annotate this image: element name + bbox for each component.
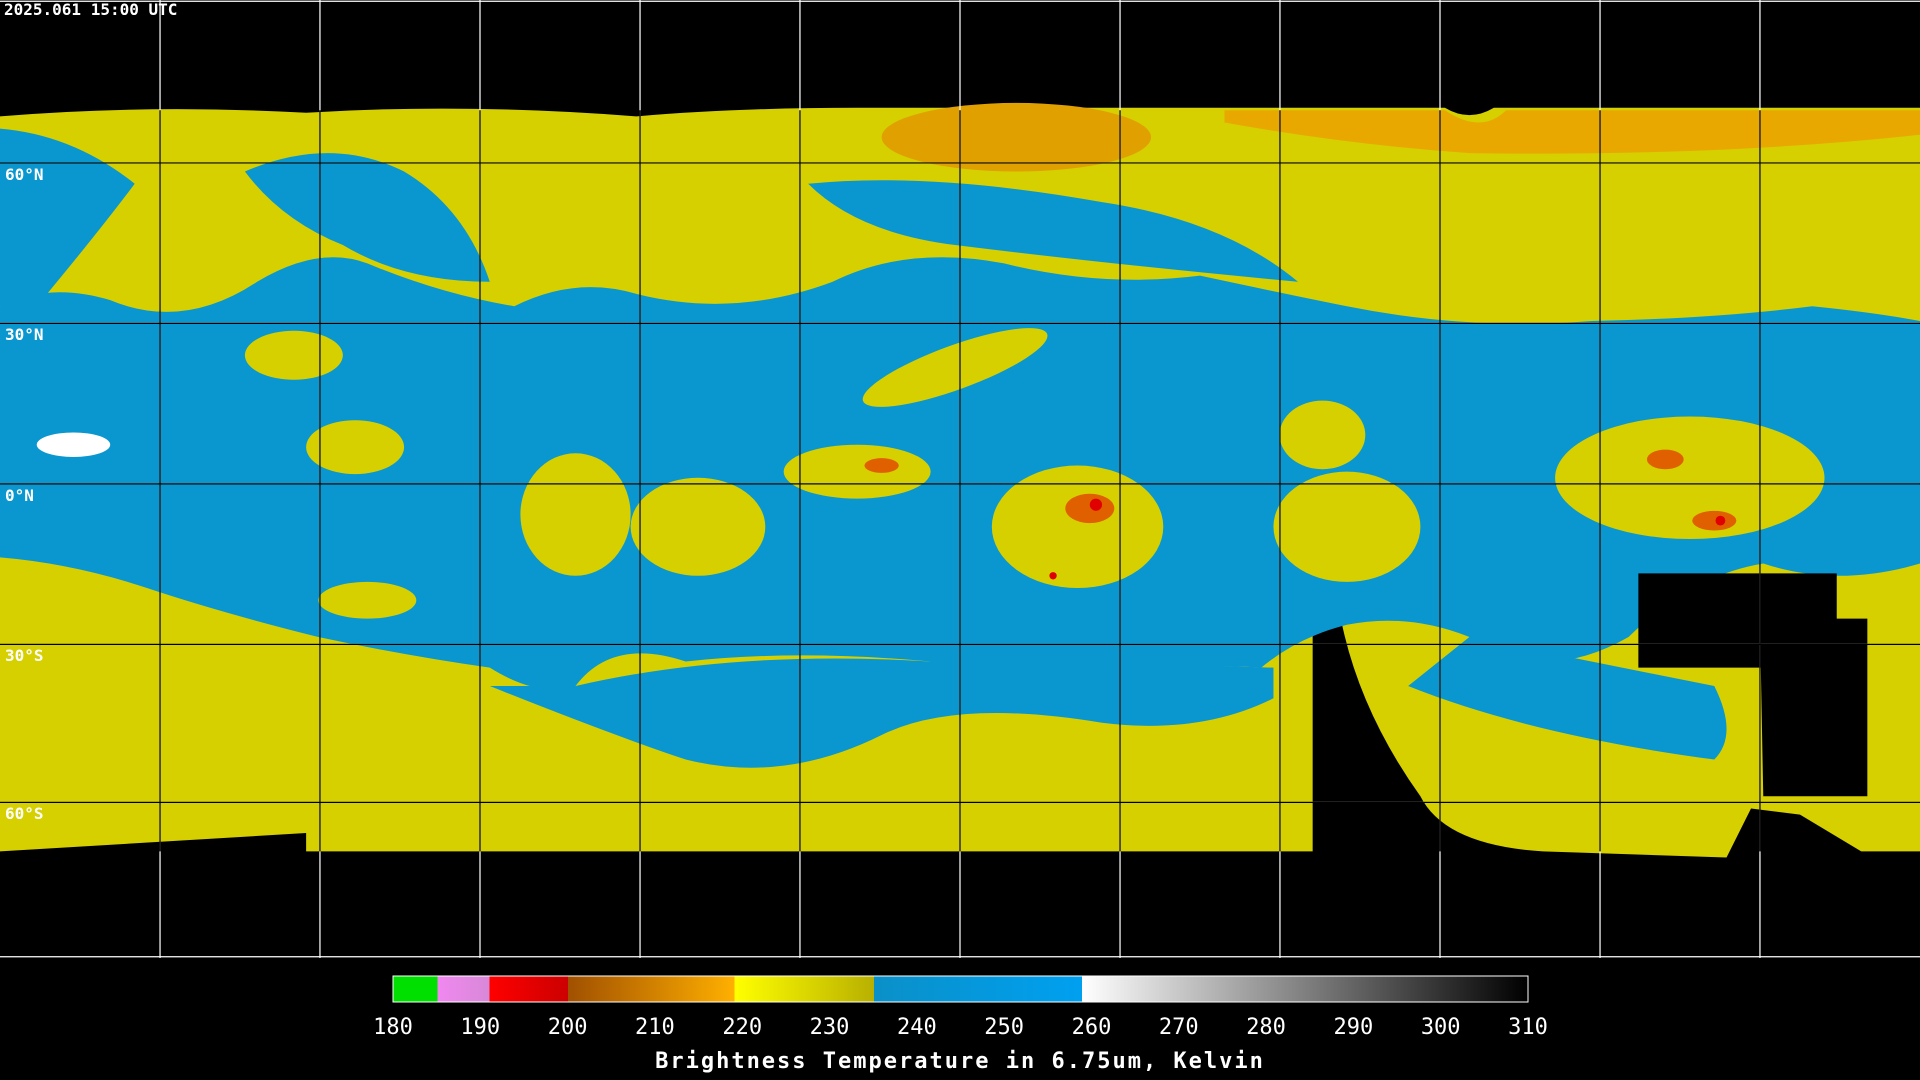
colorbar-tick-label: 260 <box>1072 1015 1112 1040</box>
colorbar-tick-label: 200 <box>548 1015 588 1040</box>
colorbar-tick-label: 280 <box>1246 1015 1286 1040</box>
colorbar-tick-label: 230 <box>810 1015 850 1040</box>
lat-label: 30°N <box>5 325 44 345</box>
satellite-map <box>0 0 1920 958</box>
colorbar: Brightness Temperature in 6.75um, Kelvin… <box>373 975 1548 1074</box>
colorbar-tick-label: 300 <box>1421 1015 1461 1040</box>
coldest-tops <box>1049 498 1726 580</box>
lat-label: 60°N <box>5 164 44 184</box>
dry-patch <box>808 180 1298 282</box>
color-scale <box>392 975 1529 1003</box>
lat-label: 0°N <box>5 485 34 505</box>
colorbar-tick-label: 240 <box>897 1015 937 1040</box>
colorbar-tick-label: 250 <box>984 1015 1024 1040</box>
no-data <box>1638 573 1868 797</box>
colorbar-tick-label: 220 <box>722 1015 762 1040</box>
colorbar-tick-label: 190 <box>460 1015 500 1040</box>
cold-tops <box>864 449 1737 531</box>
colorbar-tick-label: 180 <box>373 1015 413 1040</box>
no-data-white <box>36 432 111 457</box>
colorbar-tick-label: 310 <box>1508 1015 1548 1040</box>
timestamp: 2025.061 15:00 UTC <box>4 0 178 19</box>
lat-label: 60°S <box>5 804 44 824</box>
cold-region <box>1224 110 1920 154</box>
graticule-dark <box>0 110 1920 852</box>
colorbar-tick-label: 210 <box>635 1015 675 1040</box>
cold-region <box>881 102 1152 172</box>
colorbar-tick-label: 270 <box>1159 1015 1199 1040</box>
lat-label: 30°S <box>5 646 44 666</box>
colorbar-tick-label: 290 <box>1334 1015 1374 1040</box>
colorbar-title: Brightness Temperature in 6.75um, Kelvin <box>655 1049 1265 1074</box>
dry-patch <box>1408 637 1727 760</box>
dry-patch <box>244 153 490 282</box>
dry-patch <box>489 658 1274 768</box>
dry-patch <box>0 128 135 307</box>
